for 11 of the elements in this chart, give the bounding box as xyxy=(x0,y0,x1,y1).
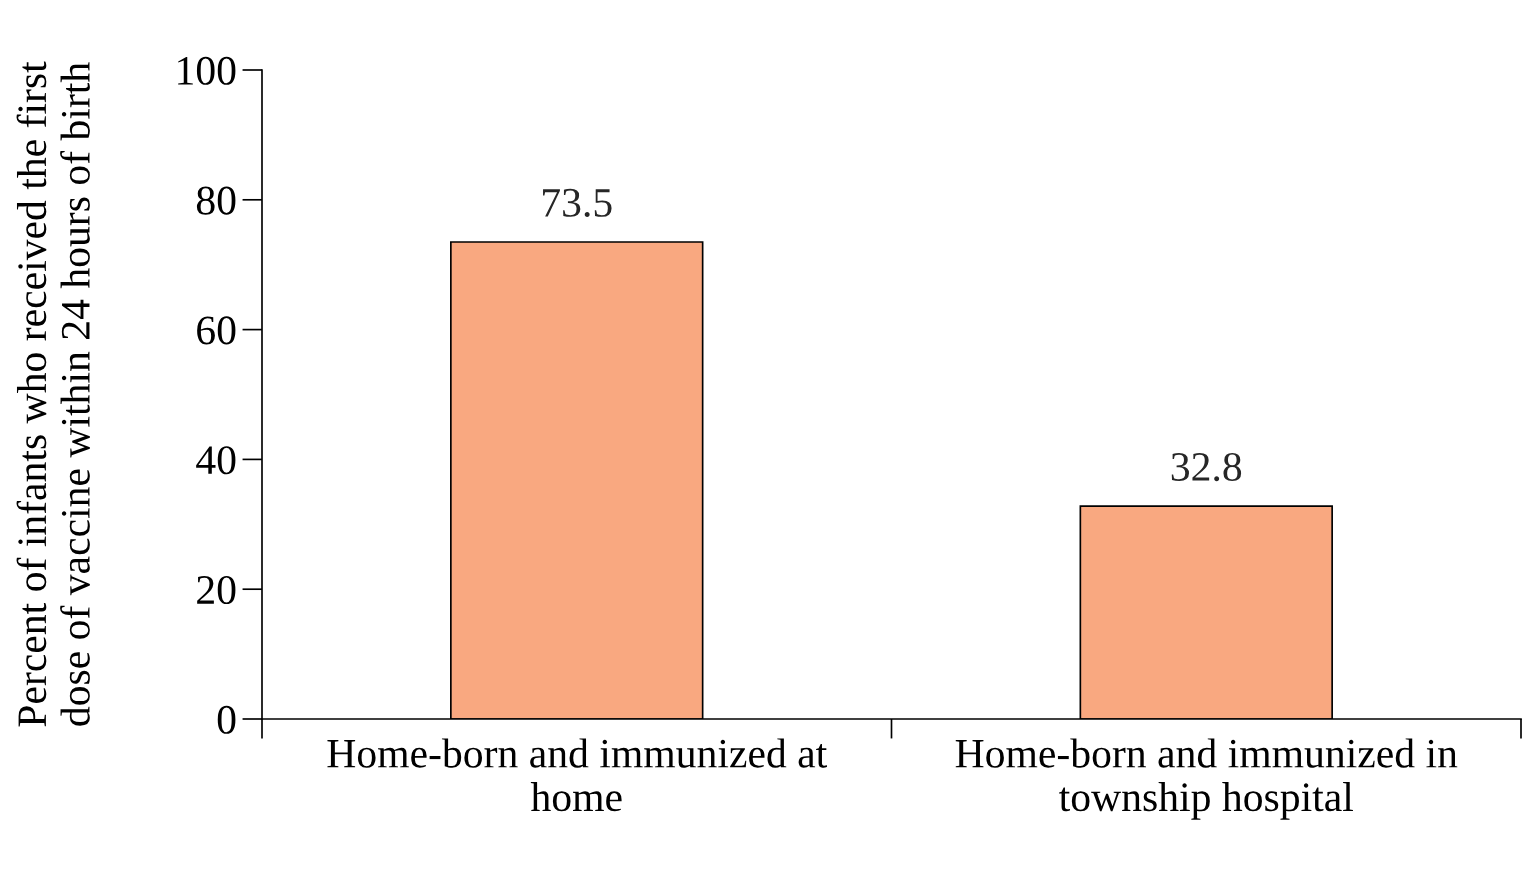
y-tick-label: 40 xyxy=(196,446,236,475)
data-label: 32.8 xyxy=(1171,452,1242,482)
y-tick-label: 0 xyxy=(217,705,236,734)
y-tick-label: 100 xyxy=(178,56,236,85)
x-tick-label: Home-born and immunized at home xyxy=(327,738,828,812)
data-label: 73.5 xyxy=(543,188,612,218)
x-tick-label: Home-born and immunized in township hospital xyxy=(955,738,1458,820)
y-tick-label: 80 xyxy=(196,186,236,215)
y-tick-label: 60 xyxy=(197,316,236,345)
y-axis-title: Percent of infants who received the first dose of vaccine within 24 hours of birth xyxy=(16,61,90,727)
y-tick-label: 20 xyxy=(197,575,236,605)
